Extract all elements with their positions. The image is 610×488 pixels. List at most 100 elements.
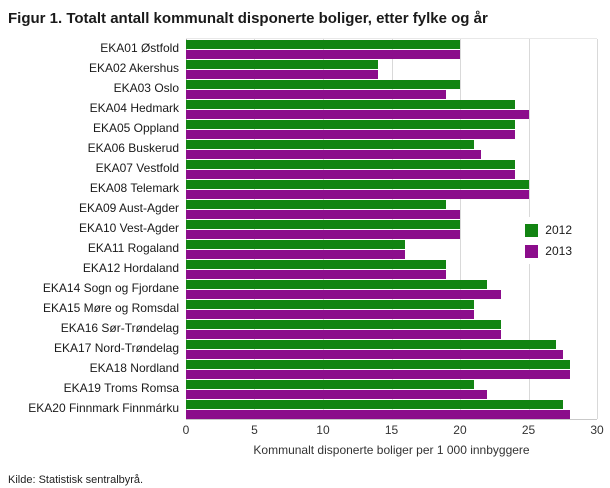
bar-2013 [186,209,460,219]
bar-2013 [186,109,529,119]
bar-group [186,239,597,259]
category-label: EKA10 Vest-Agder [78,221,179,235]
plot-area: 2012 2013 [186,38,598,420]
legend-entry: 2012 [525,223,572,237]
x-axis-spacer [8,420,186,438]
bar-2012 [186,179,529,189]
bar-group [186,319,597,339]
bar-group [186,259,597,279]
legend-swatch-2013 [525,244,539,258]
bar-group [186,219,597,239]
bar-2013 [186,329,502,339]
x-tick-label: 10 [316,423,330,437]
bar-group [186,359,597,379]
x-tick-label: 5 [251,423,258,437]
bar-2013 [186,149,481,159]
category-label: EKA11 Rogaland [87,241,179,255]
category-label: EKA19 Troms Romsa [63,381,179,395]
category-axis: EKA01 Østfold EKA02 Akershus EKA03 Oslo EKA… [8,38,186,420]
x-axis-title-row: Kommunalt disponerte boliger per 1 000 i… [8,443,597,457]
bar-group [186,279,597,299]
bar-2012 [186,379,474,389]
category-label: EKA16 Sør-Trøndelag [60,321,179,335]
legend-swatch-2012 [525,223,539,237]
bar-chart: EKA01 Østfold EKA02 Akershus EKA03 Oslo EKA… [8,38,598,420]
bar-2012 [186,279,488,289]
bar-2012 [186,259,447,269]
chart-title: Figur 1. Totalt antall kommunalt dispone… [8,10,488,27]
category-label: EKA14 Sogn og Fjordane [42,281,179,295]
legend-label: 2013 [545,244,572,258]
category-label: EKA06 Buskerud [87,141,179,155]
gridline [322,39,324,419]
bar-2013 [186,309,474,319]
legend-entry: 2013 [525,244,572,258]
category-label: EKA04 Hedmark [89,101,179,115]
bar-2013 [186,229,460,239]
bar-2012 [186,119,515,129]
bar-2013 [186,369,570,379]
bar-2013 [186,189,529,199]
bar-2013 [186,169,515,179]
x-tick-label: 30 [590,423,604,437]
bar-2013 [186,129,515,139]
bar-group [186,339,597,359]
category-label: EKA02 Akershus [88,61,179,75]
x-axis-title-spacer [8,443,186,457]
bar-group [186,299,597,319]
x-axis-title: Kommunalt disponerte boliger per 1 000 i… [253,443,530,457]
category-label: EKA18 Nordland [89,361,179,375]
bar-2012 [186,199,447,209]
legend-label: 2012 [545,223,572,237]
bar-2012 [186,399,563,409]
bar-2012 [186,139,474,149]
category-label: EKA05 Oppland [92,121,179,135]
bar-group [186,199,597,219]
bar-2013 [186,49,460,59]
x-tick-label: 0 [182,423,190,437]
category-label: EKA12 Hordaland [82,261,179,275]
axis-line-zero [186,39,187,419]
gridline [254,39,256,419]
category-label: EKA03 Oslo [113,81,179,95]
bar-2013 [186,389,488,399]
bar-group [186,139,597,159]
category-label: EKA01 Østfold [100,41,179,55]
x-axis: 0 5 10 15 20 25 30 [8,420,604,438]
x-tick-labels: 0 5 10 15 20 25 30 [182,420,604,438]
legend: 2012 2013 [516,217,581,264]
bar-2012 [186,79,460,89]
bar-group [186,39,597,59]
bar-2013 [186,409,570,419]
gridline [597,39,598,419]
category-label: EKA20 Finnmark Finnmárku [28,401,179,415]
bar-2012 [186,159,515,169]
gridline [459,39,461,419]
bar-group [186,159,597,179]
x-tick-label: 15 [384,423,399,437]
x-tick-label: 20 [453,423,467,437]
bar-group [186,379,597,399]
gridline [391,39,393,419]
bar-group [186,179,597,199]
x-tick-label: 25 [521,423,536,437]
bar-group [186,119,597,139]
bar-2013 [186,289,502,299]
bar-2012 [186,99,515,109]
bar-group [186,59,597,79]
bar-2013 [186,89,447,99]
bar-group [186,399,597,419]
bar-2013 [186,249,406,259]
bar-2013 [186,349,563,359]
bar-2012 [186,219,460,229]
bar-2012 [186,339,556,349]
category-label: EKA07 Vestfold [95,161,179,175]
bar-2012 [186,39,460,49]
bar-2012 [186,319,502,329]
bar-group [186,79,597,99]
category-label: EKA09 Aust-Agder [78,201,179,215]
bar-2013 [186,69,378,79]
bar-2013 [186,269,447,279]
bar-group [186,99,597,119]
